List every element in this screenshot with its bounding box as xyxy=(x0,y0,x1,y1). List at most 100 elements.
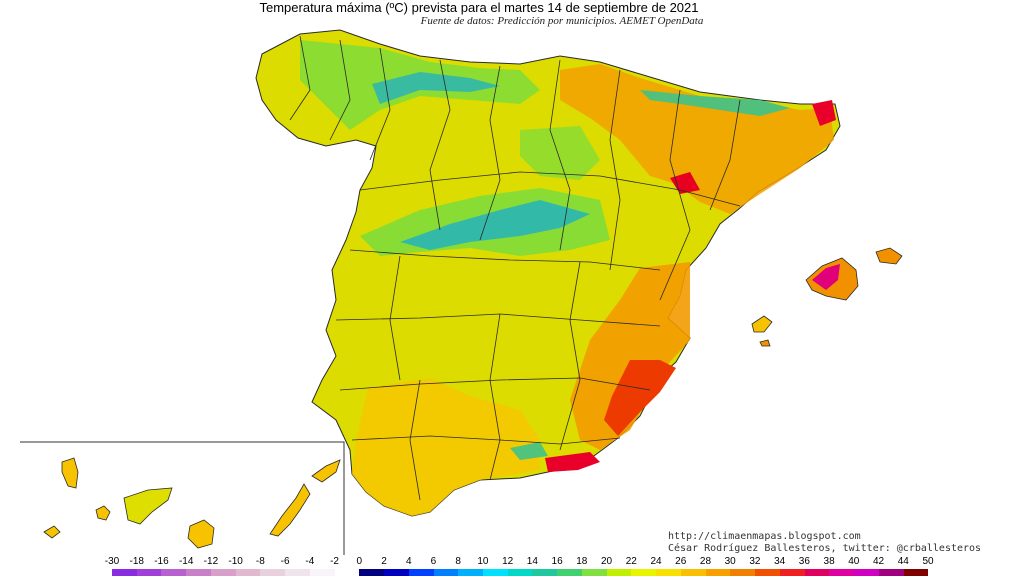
scale-tick-label: 0 xyxy=(356,556,363,567)
scale-swatch xyxy=(483,569,508,576)
province-borders xyxy=(289,35,741,501)
scale-tick-label: 28 xyxy=(699,556,712,567)
scale-swatch xyxy=(854,569,879,576)
scale-swatch xyxy=(705,569,731,576)
scale-tick-label: 6 xyxy=(430,556,437,567)
scale-swatch xyxy=(507,569,533,576)
cold-region-cantabrian-peaks xyxy=(372,72,500,104)
cool-region-pyrenees xyxy=(640,90,790,116)
inset-frame xyxy=(20,441,345,555)
scale-tick-label: 44 xyxy=(897,556,909,567)
scale-tick-label: 18 xyxy=(576,556,588,567)
color-scale-bar xyxy=(112,569,929,576)
hot-spot-murcia xyxy=(604,360,676,436)
scale-swatch xyxy=(581,569,607,576)
scale-tick-label: 38 xyxy=(823,556,835,567)
scale-tick-label: 26 xyxy=(675,556,687,567)
scale-tick-label: 14 xyxy=(526,556,538,567)
credits-url: http://climaenmapas.blogspot.com xyxy=(668,531,861,542)
scale-swatch xyxy=(136,569,162,576)
scale-swatch xyxy=(408,569,434,576)
scale-swatch xyxy=(779,569,805,576)
scale-tick-label: -4 xyxy=(305,556,315,567)
mainland-spain xyxy=(255,29,841,517)
cool-region-sierra-nevada xyxy=(510,442,548,460)
island-la-palma xyxy=(61,457,79,489)
hot-spot-zaragoza xyxy=(670,172,700,194)
scale-tick-label: -14 xyxy=(178,556,194,567)
hot-spot-girona xyxy=(812,100,836,126)
scale-tick-label: 2 xyxy=(381,556,387,567)
scale-swatch xyxy=(112,569,137,576)
scale-tick-label: -6 xyxy=(280,556,290,567)
credits: http://climaenmapas.blogspot.com César R… xyxy=(668,531,981,555)
scale-swatch xyxy=(606,569,632,576)
scale-swatch xyxy=(631,569,657,576)
island-lanzarote xyxy=(311,459,341,483)
warm-region-ebro xyxy=(560,64,834,214)
scale-swatch xyxy=(235,569,261,576)
scale-swatch xyxy=(829,569,855,576)
island-menorca xyxy=(875,247,903,265)
scale-tick-label: -18 xyxy=(129,556,144,567)
scale-tick-label: -12 xyxy=(203,556,219,567)
scale-tick-label: -10 xyxy=(228,556,243,567)
island-mallorca-hot xyxy=(812,264,840,290)
scale-tick-label: -2 xyxy=(330,556,339,567)
scale-tick-label: 42 xyxy=(872,556,885,567)
scale-tick-label: 16 xyxy=(551,556,563,567)
scale-tick-label: 22 xyxy=(625,556,637,567)
warm-region-southwest xyxy=(352,378,540,516)
scale-tick-label: 36 xyxy=(798,556,810,567)
island-ibiza xyxy=(751,315,773,333)
scale-swatch xyxy=(384,569,409,576)
scale-tick-label: 34 xyxy=(774,556,786,567)
scale-swatch xyxy=(458,569,484,576)
scale-swatch xyxy=(903,569,929,576)
scale-swatch xyxy=(334,569,360,576)
scale-swatch xyxy=(804,569,830,576)
island-la-gomera xyxy=(95,505,111,521)
balearic-islands xyxy=(751,247,903,347)
scale-tick-label: 50 xyxy=(922,556,934,567)
scale-swatch xyxy=(557,569,582,576)
scale-swatch xyxy=(186,569,211,576)
island-formentera xyxy=(759,339,771,347)
warm-region-east xyxy=(570,262,690,450)
scale-swatch xyxy=(161,569,187,576)
scale-tick-label: 20 xyxy=(600,556,613,567)
scale-swatch xyxy=(532,569,558,576)
cold-region-central-system-peaks xyxy=(400,200,590,250)
scale-tick-label: 30 xyxy=(724,556,736,567)
scale-tick-label: -30 xyxy=(104,556,120,567)
scale-swatch xyxy=(878,569,904,576)
scale-tick-label: 10 xyxy=(477,556,489,567)
map-subtitle: Fuente de datos: Predicción por municipi… xyxy=(420,15,704,27)
island-gran-canaria xyxy=(187,519,215,549)
island-tenerife xyxy=(123,487,173,525)
scale-swatch xyxy=(285,569,310,576)
island-fuerteventura xyxy=(269,483,311,537)
scale-swatch xyxy=(730,569,756,576)
cool-region-iberian xyxy=(520,126,600,180)
scale-tick-label: 40 xyxy=(848,556,860,567)
scale-tick-label: 4 xyxy=(405,556,412,567)
canary-islands-inset xyxy=(20,441,345,555)
scale-swatch xyxy=(210,569,236,576)
map-title: Temperatura máxima (ºC) prevista para el… xyxy=(259,0,699,15)
scale-tick-label: -8 xyxy=(255,556,265,567)
scale-tick-label: 12 xyxy=(502,556,514,567)
scale-tick-label: -16 xyxy=(154,556,169,567)
scale-tick-label: 32 xyxy=(749,556,761,567)
scale-swatch xyxy=(680,569,706,576)
hot-spot-almeria xyxy=(545,452,600,472)
scale-swatch xyxy=(433,569,459,576)
scale-swatch xyxy=(656,569,681,576)
scale-swatch xyxy=(755,569,780,576)
scale-swatch xyxy=(260,569,286,576)
scale-tick-label: 8 xyxy=(455,556,461,567)
scale-swatch xyxy=(309,569,335,576)
island-el-hierro xyxy=(43,525,61,539)
scale-tick-labels: -30 -18 -16 -14 -12 -10 -8 -6 -4 -2 0 2 4 6 8 10 12 14 16 1… xyxy=(0,556,1024,568)
